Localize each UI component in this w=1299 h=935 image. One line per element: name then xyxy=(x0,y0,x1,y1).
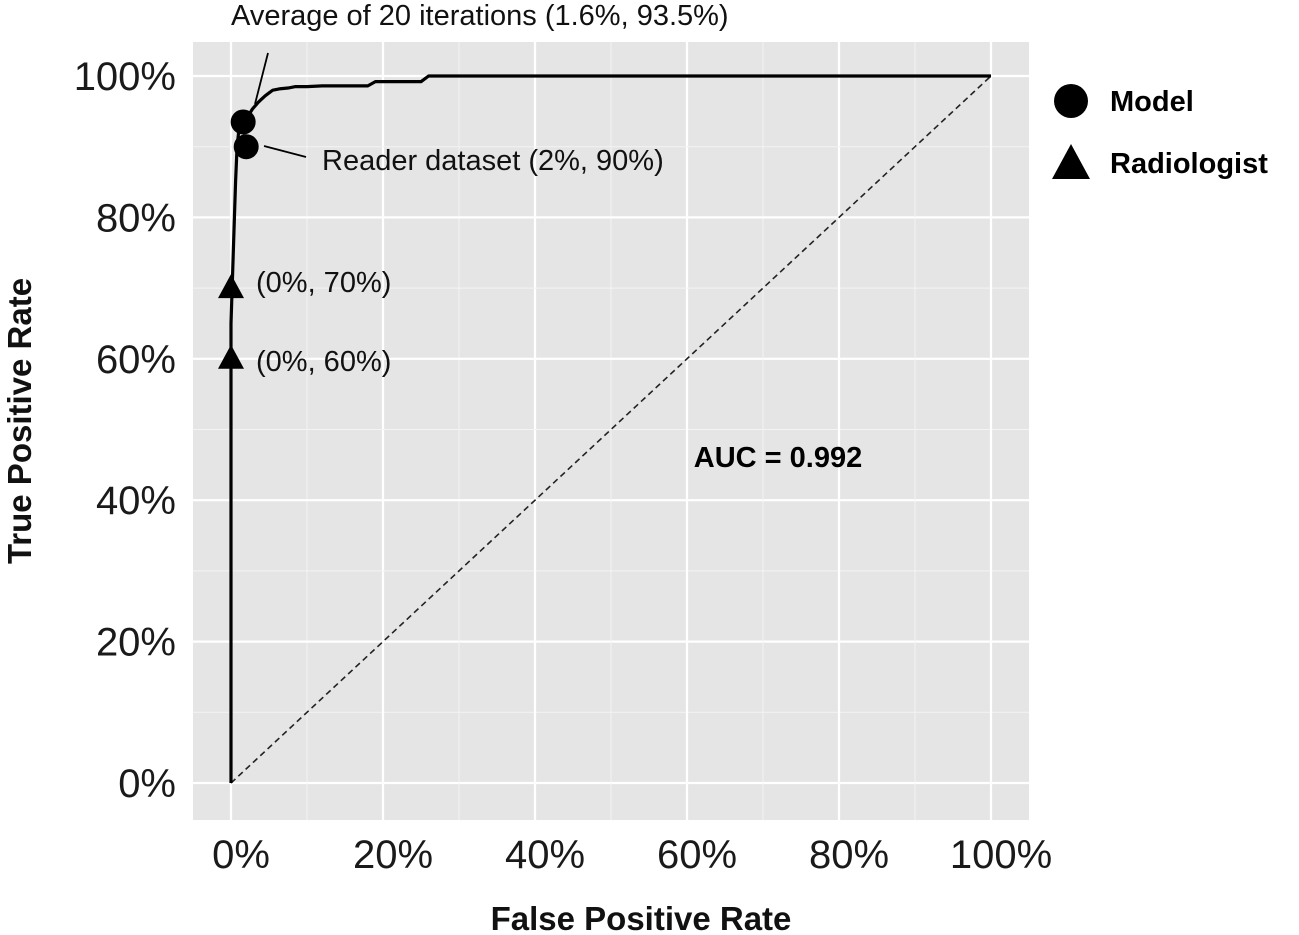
y-axis-ticks: 0% 20% 40% 60% 80% 100% xyxy=(74,55,176,806)
x-tick-label: 100% xyxy=(950,833,1052,877)
annotation-leader-lines xyxy=(254,52,307,158)
radiologist-point xyxy=(218,344,244,369)
diagonal-reference-line xyxy=(230,75,992,784)
y-tick-label: 20% xyxy=(96,621,176,665)
point-label: Reader dataset (2%, 90%) xyxy=(322,145,664,177)
x-tick-label: 0% xyxy=(212,833,270,877)
y-tick-label: 0% xyxy=(118,762,176,806)
data-points xyxy=(218,109,259,369)
x-tick-label: 80% xyxy=(809,833,889,877)
model-point xyxy=(233,134,259,160)
legend-label: Radiologist xyxy=(1110,148,1268,180)
radiologist-point xyxy=(218,274,244,299)
y-tick-label: 60% xyxy=(96,338,176,382)
x-axis-title: False Positive Rate xyxy=(491,900,792,935)
legend-circle-icon xyxy=(1054,84,1088,118)
legend: Model Radiologist xyxy=(1052,84,1268,180)
y-axis-title: True Positive Rate xyxy=(1,278,38,564)
x-tick-label: 40% xyxy=(505,833,585,877)
auc-annotation: AUC = 0.992 xyxy=(694,442,862,474)
y-tick-label: 40% xyxy=(96,479,176,523)
y-tick-label: 80% xyxy=(96,196,176,240)
point-label: Average of 20 iterations (1.6%, 93.5%) xyxy=(231,0,729,32)
y-tick-label: 100% xyxy=(74,55,176,99)
point-labels: Average of 20 iterations (1.6%, 93.5%) Re… xyxy=(231,0,729,378)
x-axis-ticks: 0% 20% 40% 60% 80% 100% xyxy=(212,833,1052,877)
legend-label: Model xyxy=(1110,86,1194,118)
x-tick-label: 60% xyxy=(657,833,737,877)
point-label: (0%, 70%) xyxy=(256,267,391,299)
model-point xyxy=(230,109,256,135)
x-tick-label: 20% xyxy=(353,833,433,877)
leader-line xyxy=(254,52,269,105)
point-label: (0%, 60%) xyxy=(256,346,391,378)
leader-line xyxy=(263,145,307,158)
legend-triangle-icon xyxy=(1052,144,1090,179)
